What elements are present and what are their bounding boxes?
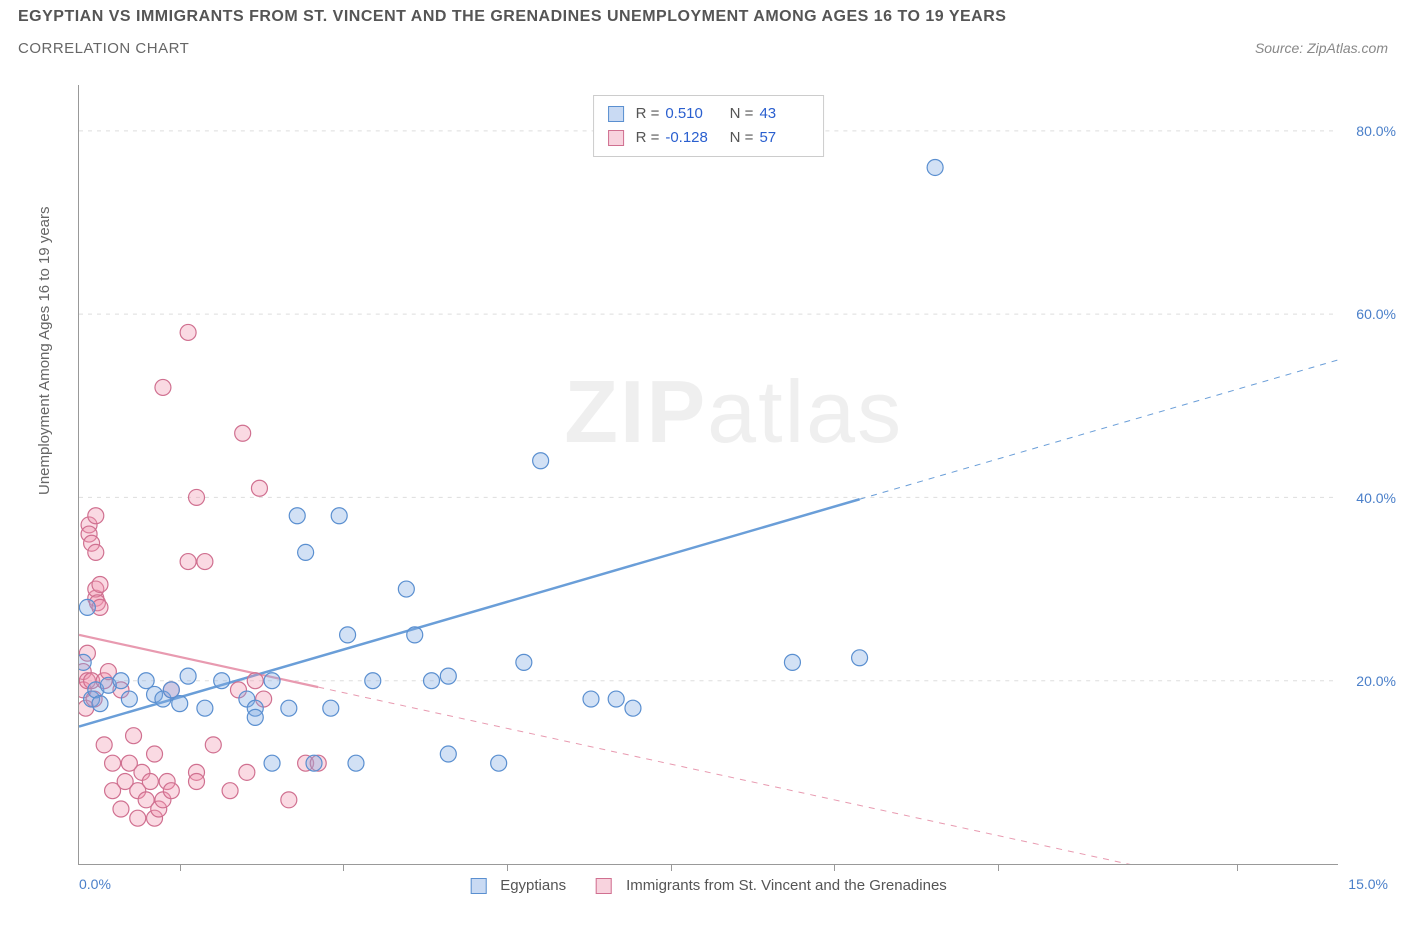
swatch-pink	[608, 130, 624, 146]
stat-n-label: N =	[721, 102, 753, 126]
chart-subtitle: CORRELATION CHART	[18, 40, 189, 57]
stat-r-label: R =	[636, 126, 660, 150]
x-tick	[180, 864, 181, 871]
y-axis-label: Unemployment Among Ages 16 to 19 years	[36, 206, 53, 495]
plot-svg	[79, 85, 1338, 864]
x-max-label: 15.0%	[1348, 876, 1388, 892]
swatch-blue	[608, 106, 624, 122]
x-tick	[507, 864, 508, 871]
y-tick-label: 20.0%	[1356, 673, 1396, 689]
x-tick	[671, 864, 672, 871]
legend-pink-label: Immigrants from St. Vincent and the Gren…	[626, 877, 947, 894]
stats-row-pink: R = -0.128 N = 57	[608, 126, 810, 150]
y-tick-label: 40.0%	[1356, 490, 1396, 506]
stat-n-label: N =	[721, 126, 753, 150]
legend-item-pink: Immigrants from St. Vincent and the Gren…	[596, 877, 947, 894]
header: EGYPTIAN VS IMMIGRANTS FROM ST. VINCENT …	[0, 0, 1406, 57]
legend-blue-label: Egyptians	[500, 877, 566, 894]
chart-container: Unemployment Among Ages 16 to 19 years Z…	[18, 75, 1388, 915]
stat-r-blue: 0.510	[665, 102, 715, 126]
x-tick	[1237, 864, 1238, 871]
stat-n-blue: 43	[759, 102, 809, 126]
stats-row-blue: R = 0.510 N = 43	[608, 102, 810, 126]
stat-r-label: R =	[636, 102, 660, 126]
legend-item-blue: Egyptians	[470, 877, 566, 894]
source-label: Source: ZipAtlas.com	[1255, 40, 1388, 56]
stats-box: R = 0.510 N = 43 R = -0.128 N = 57	[593, 95, 825, 157]
stat-n-pink: 57	[759, 126, 809, 150]
x-tick	[998, 864, 999, 871]
x-min-label: 0.0%	[79, 876, 111, 892]
swatch-blue-icon	[470, 878, 486, 894]
y-tick-label: 80.0%	[1356, 123, 1396, 139]
x-tick	[834, 864, 835, 871]
bottom-legend: Egyptians Immigrants from St. Vincent an…	[470, 877, 947, 894]
swatch-pink-icon	[596, 878, 612, 894]
plot-area: ZIPatlas R = 0.510 N = 43 R = -0.128 N =…	[78, 85, 1338, 865]
stat-r-pink: -0.128	[665, 126, 715, 150]
y-tick-label: 60.0%	[1356, 306, 1396, 322]
chart-title: EGYPTIAN VS IMMIGRANTS FROM ST. VINCENT …	[18, 8, 1388, 26]
x-tick	[343, 864, 344, 871]
